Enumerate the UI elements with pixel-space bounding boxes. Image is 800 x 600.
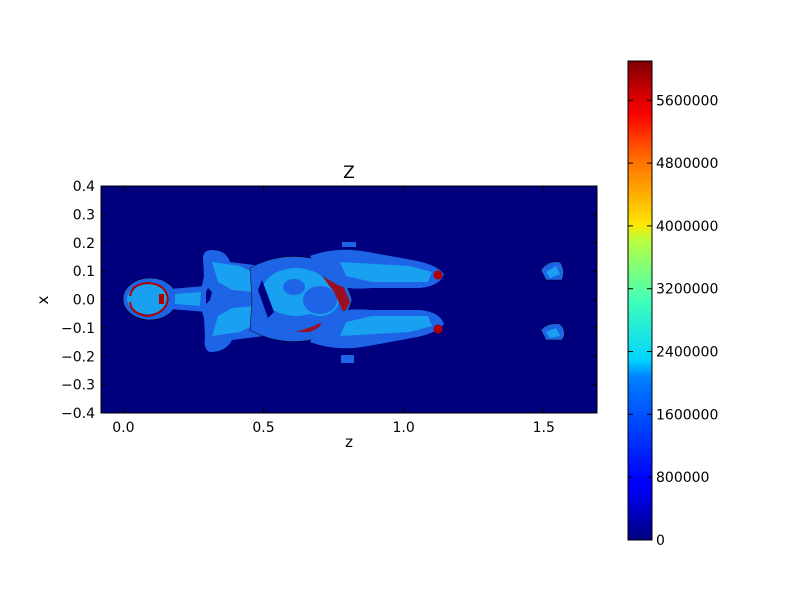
y-tick-label: −0.3 (61, 378, 95, 394)
y-tick-label: 0.0 (73, 293, 95, 309)
x-tick-label: 0.5 (252, 420, 274, 436)
colorbar-tick-label: 4800000 (656, 156, 718, 172)
y-tick-label: −0.4 (61, 406, 95, 422)
y-tick-label: 0.1 (73, 264, 95, 280)
y-axis-label: x (34, 295, 52, 304)
x-axis-ticks: 0.0 0.5 1.0 1.5 (112, 186, 555, 436)
colorbar-tick-label: 4000000 (656, 219, 718, 235)
y-tick-label: −0.1 (61, 321, 95, 337)
x-tick-label: 1.5 (533, 420, 555, 436)
y-tick-label: 0.3 (73, 207, 95, 223)
colorbar-ticks: 0 800000 1600000 2400000 3200000 4000000 48000… (628, 93, 718, 549)
colorbar-tick-label: 800000 (656, 470, 709, 486)
y-tick-label: 0.2 (73, 236, 95, 252)
y-tick-label: −0.2 (61, 349, 95, 365)
colorbar-tick-label: 3200000 (656, 282, 718, 298)
colorbar-tick-label: 5600000 (656, 93, 718, 109)
y-axis-ticks: 0.4 0.3 0.2 0.1 0.0 −0.1 −0.2 −0.3 −0.4 (61, 179, 597, 422)
chart-title: Z (343, 163, 355, 183)
x-tick-label: 1.0 (393, 420, 415, 436)
colorbar-tick-label: 0 (656, 533, 665, 549)
colorbar (627, 60, 653, 541)
colorbar-tick-label: 2400000 (656, 345, 718, 361)
colorbar-tick-label: 1600000 (656, 407, 718, 423)
y-tick-label: 0.4 (73, 179, 95, 195)
heatmap-image (101, 186, 597, 413)
x-axis-label: z (345, 433, 353, 451)
x-tick-label: 0.0 (112, 420, 134, 436)
